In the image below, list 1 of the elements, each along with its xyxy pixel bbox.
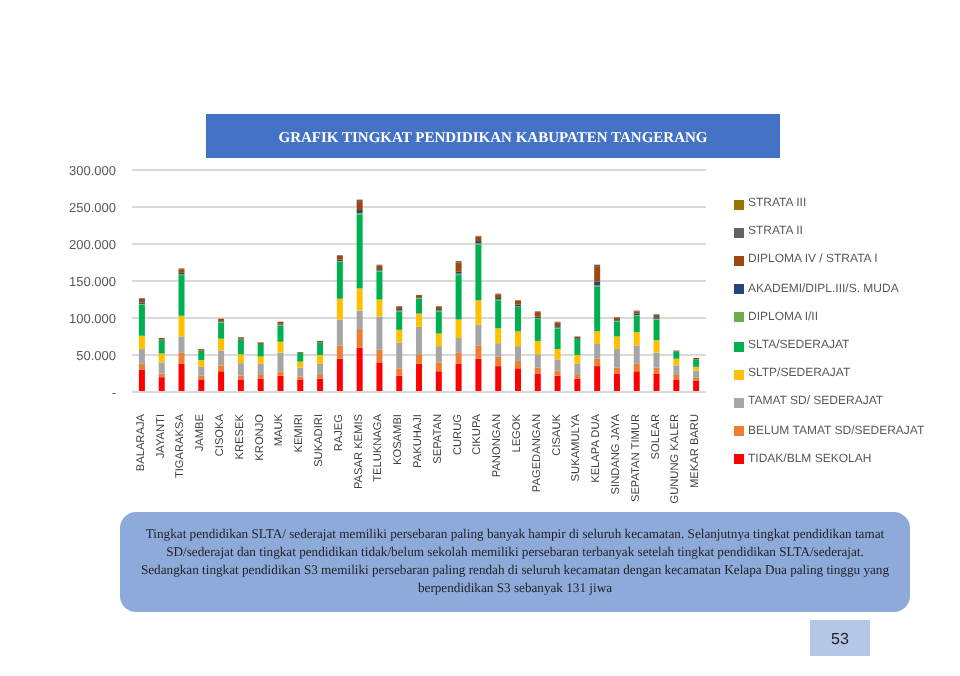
text: 53 [810, 620, 870, 656]
